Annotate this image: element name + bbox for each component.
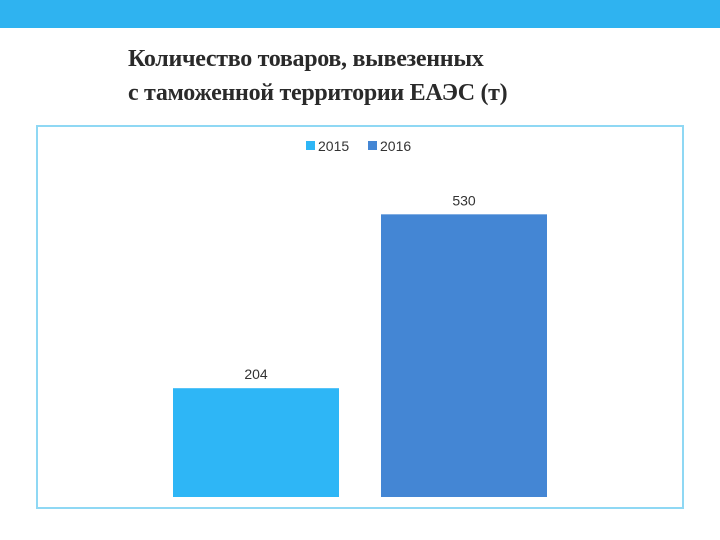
bar-2015 — [173, 388, 339, 497]
data-label-2015: 204 — [244, 366, 268, 382]
chart-data-labels: 204 530 — [244, 192, 476, 382]
legend-label-2015: 2015 — [318, 138, 349, 154]
bar-2016 — [381, 214, 547, 498]
chart-title-line-1: Количество товаров, вывезенных — [128, 46, 484, 72]
slide-top-bar — [0, 0, 720, 28]
chart-title: Количество товаров, вывезенных с таможен… — [128, 42, 688, 110]
chart-bars — [173, 214, 547, 498]
chart-legend: 2015 2016 — [306, 138, 411, 154]
chart-title-line-2: с таможенной территории ЕАЭС (т) — [128, 80, 508, 106]
legend-swatch-2016 — [368, 141, 377, 150]
legend-label-2016: 2016 — [380, 138, 411, 154]
data-label-2016: 530 — [452, 192, 476, 208]
legend-swatch-2015 — [306, 141, 315, 150]
chart-frame — [36, 125, 684, 509]
